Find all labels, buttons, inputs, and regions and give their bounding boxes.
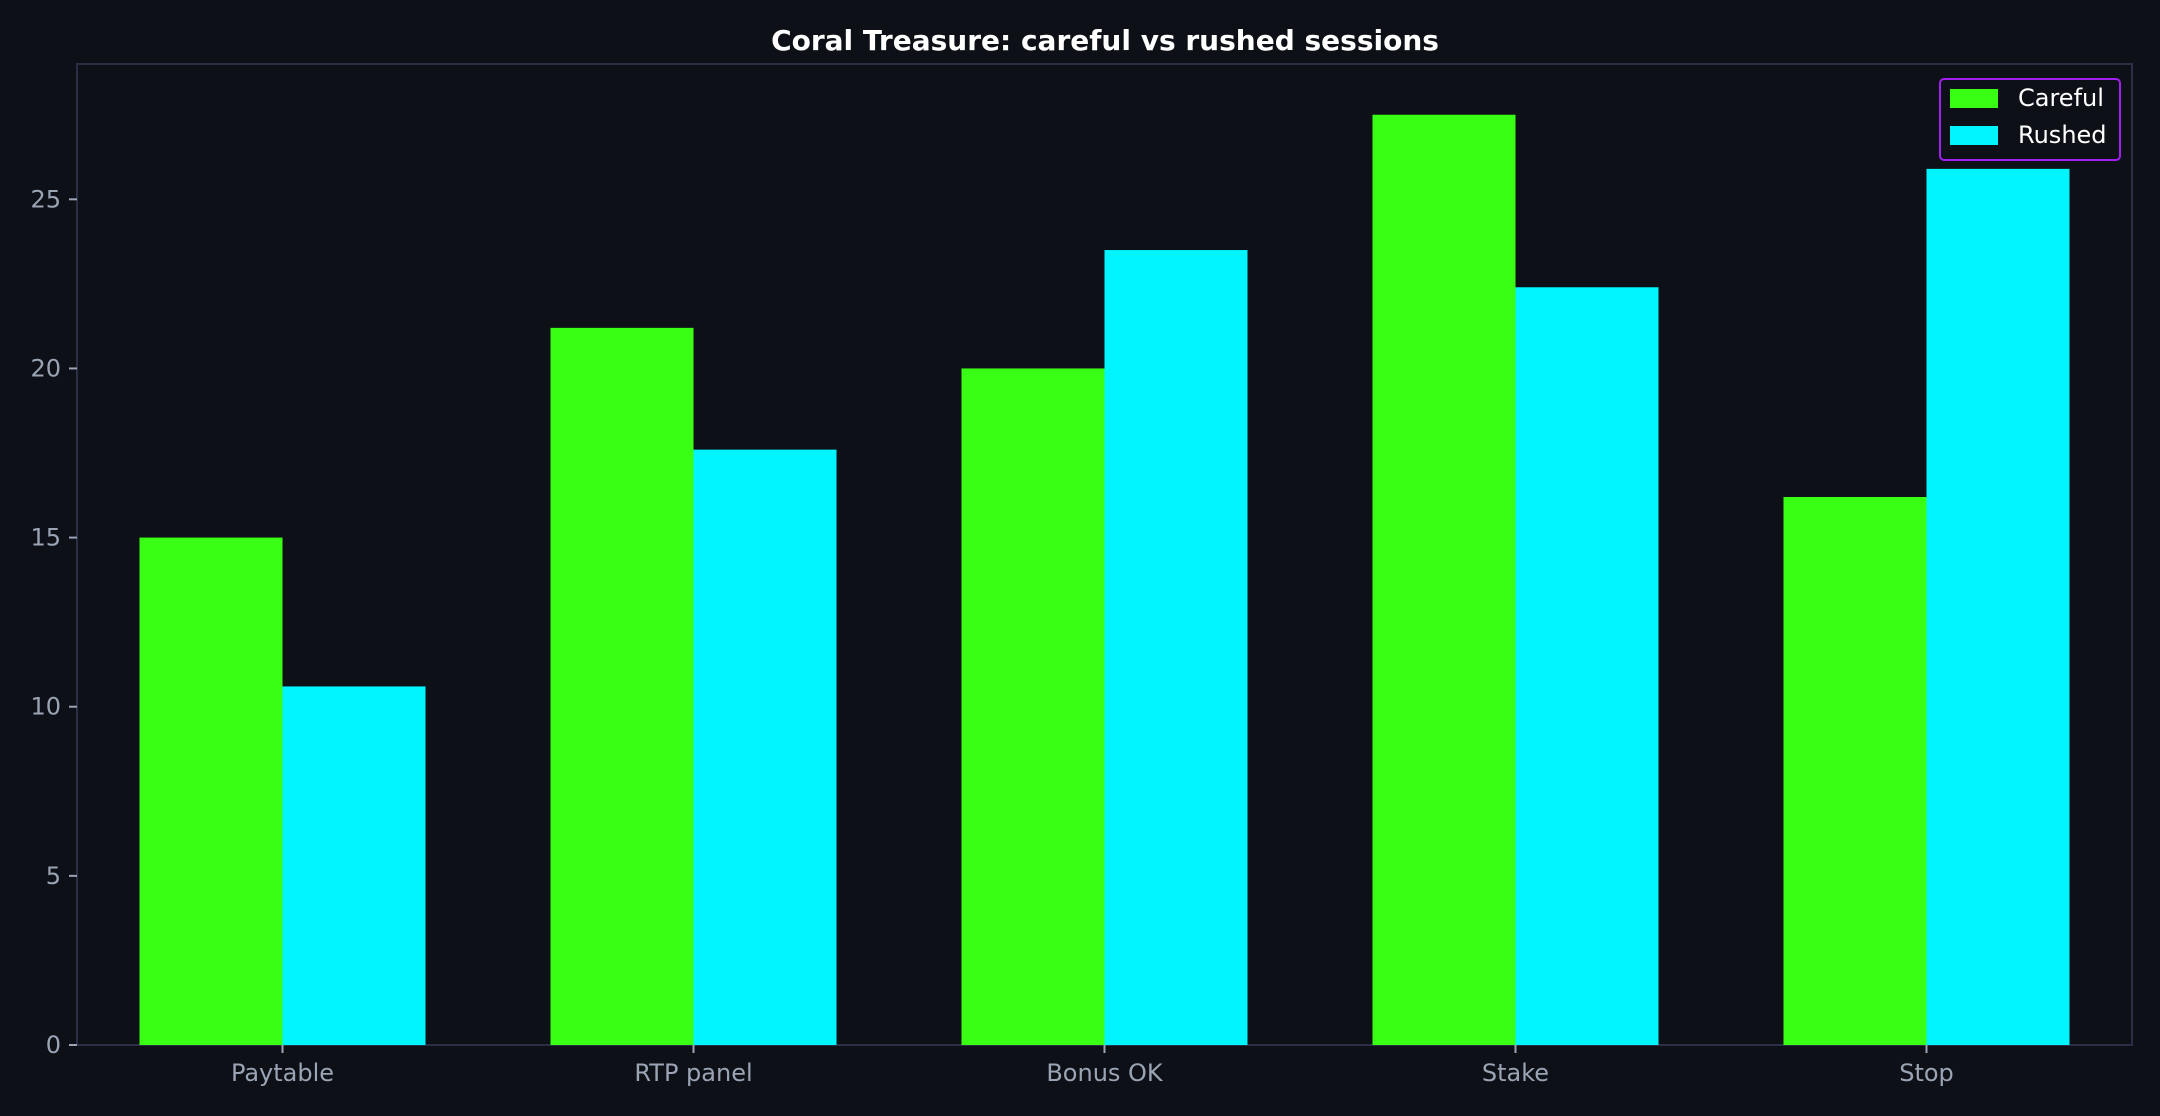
bar-rushed-stop bbox=[1926, 168, 2070, 1045]
bar-rushed-rtp-panel bbox=[693, 449, 837, 1045]
y-tick-label: 0 bbox=[46, 1031, 61, 1059]
y-tick-label: 20 bbox=[30, 354, 61, 382]
legend: Careful Rushed bbox=[1939, 78, 2121, 161]
legend-label-careful: Careful bbox=[2018, 84, 2104, 112]
bar-careful-paytable bbox=[139, 537, 283, 1045]
bar-careful-stop bbox=[1783, 496, 1927, 1045]
y-tick-label: 5 bbox=[46, 862, 61, 890]
legend-swatch-careful bbox=[1950, 89, 1998, 108]
x-axis: Paytable RTP panel Bonus OK Stake Stop bbox=[231, 1045, 1954, 1087]
y-tick-label: 25 bbox=[30, 185, 61, 213]
bar-rushed-stake bbox=[1515, 287, 1659, 1045]
legend-swatch-rushed bbox=[1950, 126, 1998, 145]
x-tick-label: Stop bbox=[1899, 1059, 1954, 1087]
bar-careful-rtp-panel bbox=[550, 327, 694, 1045]
x-tick-label: Paytable bbox=[231, 1059, 334, 1087]
y-axis: 0 5 10 15 20 25 bbox=[30, 185, 77, 1059]
y-tick-label: 15 bbox=[30, 524, 61, 552]
y-tick-label: 10 bbox=[30, 693, 61, 721]
x-tick-label: Stake bbox=[1482, 1059, 1549, 1087]
bar-rushed-paytable bbox=[282, 686, 426, 1045]
bar-careful-bonus-ok bbox=[961, 368, 1105, 1046]
x-tick-label: RTP panel bbox=[634, 1059, 752, 1087]
bars-group bbox=[139, 114, 2070, 1046]
x-tick-label: Bonus OK bbox=[1046, 1059, 1164, 1087]
bar-rushed-bonus-ok bbox=[1104, 250, 1248, 1045]
legend-label-rushed: Rushed bbox=[2018, 121, 2107, 149]
bar-careful-stake bbox=[1372, 114, 1516, 1045]
chart-title: Coral Treasure: careful vs rushed sessio… bbox=[771, 24, 1439, 57]
